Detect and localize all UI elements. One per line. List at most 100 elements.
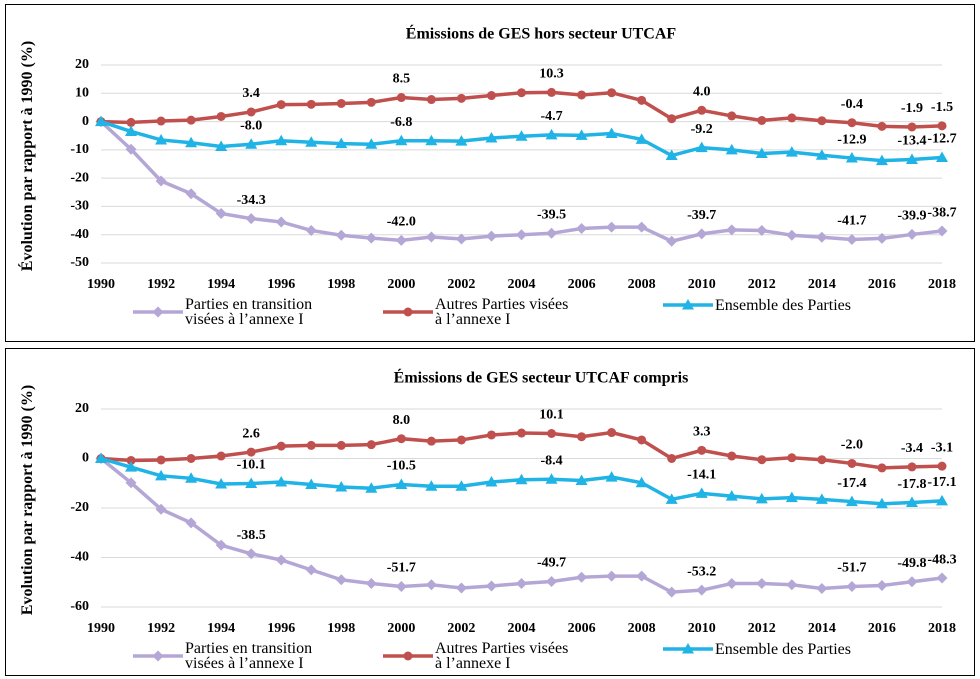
series-line [100, 430, 943, 470]
data-point [305, 478, 318, 489]
legend-swatch [133, 306, 183, 318]
legend-marker [152, 306, 164, 318]
x-tick-label: 1992 [147, 621, 175, 636]
data-point [847, 118, 857, 128]
data-point [665, 493, 678, 504]
y-axis-label: Evolution par rapport à 1990 (%) [19, 384, 36, 616]
chart-title: Émissions de GES hors secteur UTCAF [406, 24, 677, 43]
legend-swatch [663, 299, 713, 310]
data-point [246, 107, 256, 117]
data-point [456, 435, 466, 445]
x-tick-label: 1994 [207, 277, 235, 292]
data-label: -51.7 [837, 561, 866, 576]
data-label: -10.1 [237, 458, 266, 473]
x-tick-label: 2012 [748, 621, 776, 636]
data-label: -3.1 [931, 440, 953, 455]
legend-label: Parties en transition visées à l’annexe … [185, 296, 313, 328]
data-label: -10.5 [387, 459, 416, 474]
data-point [785, 146, 798, 157]
data-point [756, 224, 768, 236]
data-point [486, 91, 496, 101]
data-point [906, 576, 918, 588]
data-label: -42.0 [387, 215, 416, 230]
data-point [305, 136, 318, 147]
x-tick-label: 2012 [748, 277, 776, 292]
x-tick-label: 2004 [508, 277, 536, 292]
data-point [425, 579, 437, 591]
chart: Émissions de GES secteur UTCAF compris -6… [70, 368, 956, 637]
data-point [215, 539, 227, 551]
data-point [516, 229, 527, 241]
data-label: -53.2 [687, 564, 716, 579]
data-point [185, 472, 198, 483]
legend-marker [682, 643, 694, 654]
data-point [156, 455, 166, 465]
data-point [126, 455, 136, 465]
x-tick-label: 1996 [267, 277, 295, 292]
legend-swatch [663, 643, 713, 654]
data-label: -8.0 [240, 118, 262, 133]
data-point [696, 584, 708, 596]
data-point [517, 88, 526, 98]
data-point [787, 453, 797, 463]
data-point [125, 461, 138, 472]
data-point [455, 233, 467, 245]
data-point [156, 116, 166, 126]
data-point [396, 434, 406, 444]
data-point [216, 111, 226, 121]
data-point [936, 494, 948, 506]
x-tick-label: 1994 [207, 621, 235, 636]
data-point [817, 116, 827, 126]
legend-label: Parties en transition visées à l’annexe … [185, 640, 313, 672]
data-point [547, 87, 557, 97]
data-point [125, 477, 137, 489]
legend-item: Ensemble des Parties [661, 641, 915, 657]
legend-marker [152, 650, 164, 662]
data-point [155, 133, 168, 145]
data-point [515, 473, 528, 485]
chart: Émissions de GES hors secteur UTCAF -50 -4… [70, 24, 957, 293]
data-point [305, 224, 317, 236]
legend-item: Ensemble des Parties [661, 297, 915, 313]
data-label: -17.8 [897, 477, 926, 492]
data-point [517, 428, 526, 438]
data-point [485, 476, 498, 487]
data-label: -6.8 [390, 115, 412, 130]
x-tick-label: 2014 [808, 277, 836, 292]
data-point [155, 175, 167, 187]
legend-swatch [133, 650, 183, 662]
data-point [336, 98, 346, 108]
data-point [936, 225, 948, 237]
data-point [845, 495, 858, 507]
data-point [125, 125, 138, 136]
data-point [546, 227, 558, 239]
data-point [936, 572, 948, 584]
data-point [425, 134, 438, 146]
data-point [306, 440, 316, 450]
data-point [126, 117, 136, 127]
data-point [727, 451, 737, 461]
data-point [275, 134, 288, 146]
data-point [515, 130, 528, 141]
data-point [95, 115, 107, 127]
data-label: 2.6 [242, 426, 260, 441]
y-tick-label: 0 [82, 451, 89, 466]
data-point [697, 445, 707, 455]
y-tick-label: 0 [82, 114, 89, 129]
data-point [456, 93, 466, 103]
data-point [667, 114, 677, 124]
legend-item: Parties en transition visées à l’annexe … [131, 296, 325, 328]
data-point [426, 436, 436, 446]
data-point [937, 121, 947, 131]
series: -34.3 -42.0 -39.5 -39.7 -41.7 -39.9 -38.7 [95, 116, 957, 247]
data-point [697, 105, 707, 115]
data-label: -14.1 [687, 468, 716, 483]
data-point [576, 571, 588, 583]
data-label: 4.0 [693, 84, 711, 99]
x-tick-label: 2010 [688, 621, 716, 636]
y-tick-label: -60 [70, 599, 89, 614]
data-point [215, 140, 228, 151]
data-point [636, 221, 648, 233]
data-point [485, 131, 498, 143]
